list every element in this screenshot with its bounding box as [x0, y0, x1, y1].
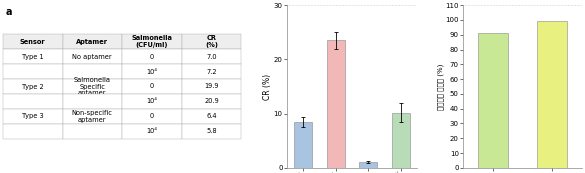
Bar [294, 122, 312, 168]
Y-axis label: CR (%): CR (%) [263, 73, 272, 100]
Text: b: b [263, 0, 270, 2]
Y-axis label: 세서요를 선별율 (%): 세서요를 선별율 (%) [437, 63, 444, 110]
Bar [327, 40, 345, 168]
Bar [538, 21, 567, 168]
Bar [478, 33, 508, 168]
Text: a: a [5, 7, 12, 17]
Text: c: c [442, 0, 447, 2]
Bar [392, 112, 410, 168]
Bar [359, 162, 377, 168]
